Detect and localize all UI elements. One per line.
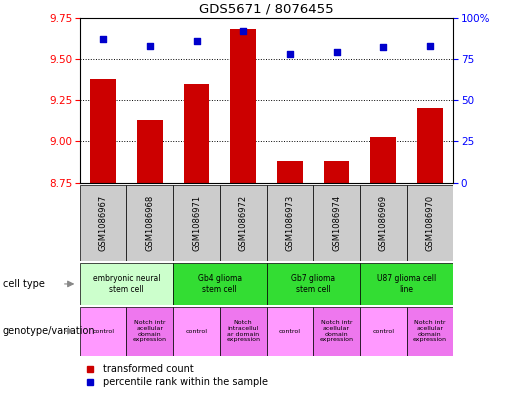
Bar <box>360 263 453 305</box>
Text: Notch intr
acellular
domain
expression: Notch intr acellular domain expression <box>319 320 353 342</box>
Bar <box>184 84 209 183</box>
Text: GSM1086969: GSM1086969 <box>379 195 388 251</box>
Text: embryonic neural
stem cell: embryonic neural stem cell <box>93 274 160 294</box>
Text: control: control <box>372 329 394 334</box>
Bar <box>267 263 360 305</box>
Text: control: control <box>279 329 301 334</box>
Bar <box>137 120 163 183</box>
Title: GDS5671 / 8076455: GDS5671 / 8076455 <box>199 2 334 15</box>
Bar <box>417 108 443 183</box>
Bar <box>173 263 267 305</box>
Text: percentile rank within the sample: percentile rank within the sample <box>103 377 268 387</box>
Text: transformed count: transformed count <box>103 364 194 375</box>
Point <box>332 49 340 55</box>
Text: genotype/variation: genotype/variation <box>3 326 95 336</box>
Bar <box>267 307 313 356</box>
Bar <box>360 185 406 261</box>
Text: Gb4 glioma
stem cell: Gb4 glioma stem cell <box>198 274 242 294</box>
Bar <box>127 185 173 261</box>
Bar <box>277 161 303 183</box>
Point <box>239 28 247 34</box>
Bar <box>173 307 220 356</box>
Bar <box>313 307 360 356</box>
Text: GSM1086971: GSM1086971 <box>192 195 201 251</box>
Bar <box>80 263 173 305</box>
Text: GSM1086974: GSM1086974 <box>332 195 341 251</box>
Bar <box>173 185 220 261</box>
Text: Notch intr
acellular
domain
expression: Notch intr acellular domain expression <box>133 320 167 342</box>
Text: cell type: cell type <box>3 279 44 289</box>
Text: GSM1086972: GSM1086972 <box>238 195 248 251</box>
Bar <box>406 307 453 356</box>
Bar <box>313 185 360 261</box>
Text: Notch
intracellul
ar domain
expression: Notch intracellul ar domain expression <box>226 320 260 342</box>
Point <box>426 42 434 49</box>
Text: Notch intr
acellular
domain
expression: Notch intr acellular domain expression <box>413 320 447 342</box>
Text: GSM1086968: GSM1086968 <box>145 195 154 251</box>
Bar <box>80 185 127 261</box>
Point <box>286 51 294 57</box>
Text: GSM1086970: GSM1086970 <box>425 195 434 251</box>
Bar <box>324 161 349 183</box>
Text: control: control <box>92 329 114 334</box>
Text: control: control <box>185 329 208 334</box>
Text: GSM1086973: GSM1086973 <box>285 195 295 251</box>
Point <box>146 42 154 49</box>
Bar <box>230 29 256 183</box>
Bar <box>127 307 173 356</box>
Point <box>193 38 201 44</box>
Point <box>379 44 387 51</box>
Bar <box>220 307 267 356</box>
Bar <box>406 185 453 261</box>
Text: U87 glioma cell
line: U87 glioma cell line <box>377 274 436 294</box>
Point <box>99 36 107 42</box>
Bar <box>90 79 116 183</box>
Bar <box>80 307 127 356</box>
Text: Gb7 glioma
stem cell: Gb7 glioma stem cell <box>291 274 335 294</box>
Bar <box>360 307 406 356</box>
Bar <box>267 185 313 261</box>
Bar <box>370 136 396 183</box>
Text: GSM1086967: GSM1086967 <box>99 195 108 251</box>
Bar <box>220 185 267 261</box>
